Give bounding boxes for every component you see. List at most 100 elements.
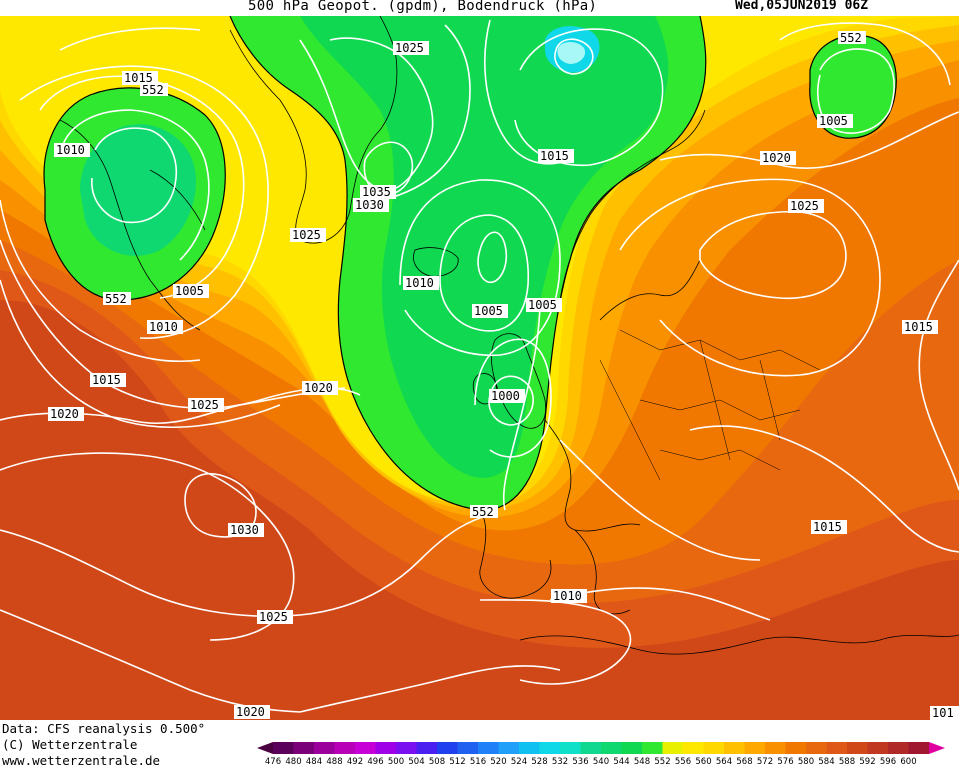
legend-tick-label: 600 bbox=[900, 757, 916, 767]
isobar-label-552-arctic: 552 bbox=[838, 31, 866, 45]
isobar-label-1030: 1030 bbox=[353, 198, 389, 212]
isobar-label-1005-norway: 1005 bbox=[526, 298, 562, 312]
svg-text:1025: 1025 bbox=[259, 610, 288, 624]
legend-swatch bbox=[601, 742, 622, 754]
legend-swatch bbox=[765, 742, 786, 754]
isobar-label-552-iberia: 552 bbox=[470, 505, 498, 519]
coast-iceland bbox=[413, 247, 459, 277]
isobar-label-1020-atlantic-bottom: 1020 bbox=[234, 705, 270, 719]
svg-text:1020: 1020 bbox=[304, 381, 333, 395]
coast-greenland bbox=[229, 16, 398, 244]
isobar-label-1010-canada-west: 1010 bbox=[54, 143, 90, 157]
isobar-label-552-canada-south: 552 bbox=[103, 292, 131, 306]
legend-tick-label: 512 bbox=[449, 757, 465, 767]
chart-timestamp: Wed,05JUN2019 06Z bbox=[735, 0, 869, 13]
isobar-label-1015-northsea: 1015 bbox=[538, 149, 574, 163]
isobar-label-101-edge: 101 bbox=[930, 706, 959, 720]
legend-tick-label: 572 bbox=[757, 757, 773, 767]
isobar-label-1025-atlantic-south: 1025 bbox=[257, 610, 293, 624]
legend-swatch bbox=[273, 742, 294, 754]
svg-text:1015: 1015 bbox=[124, 71, 153, 85]
svg-text:1015: 1015 bbox=[92, 373, 121, 387]
legend-swatch bbox=[785, 742, 806, 754]
legend-tick-label: 584 bbox=[818, 757, 834, 767]
legend-swatch bbox=[580, 742, 601, 754]
legend-low-arrow bbox=[257, 742, 273, 754]
isobar-label-1020-atlantic-west: 1020 bbox=[48, 407, 84, 421]
legend-tick-label: 532 bbox=[552, 757, 568, 767]
isobar-label-1035: 1035 bbox=[360, 185, 396, 199]
isobar-label-1030-azores: 1030 bbox=[228, 523, 264, 537]
isobar-labels: 1025 1015 552 1010 1035 1030 1025 1015 1… bbox=[48, 31, 959, 720]
legend-swatch bbox=[457, 742, 478, 754]
greenland-trough-inner bbox=[300, 16, 669, 478]
legend-swatch bbox=[375, 742, 396, 754]
legend-high-arrow bbox=[929, 742, 945, 754]
legend-swatch bbox=[396, 742, 417, 754]
legend-swatches bbox=[257, 742, 945, 754]
legend-swatch bbox=[847, 742, 868, 754]
coast-mediterranean bbox=[519, 634, 959, 655]
svg-text:552: 552 bbox=[840, 31, 862, 45]
legend-tick-label: 576 bbox=[777, 757, 793, 767]
legend-tick-label: 528 bbox=[531, 757, 547, 767]
isobar-label-1005-arctic: 1005 bbox=[817, 114, 853, 128]
legend-tick-label: 500 bbox=[388, 757, 404, 767]
isobar-label-1015-russia-east: 1015 bbox=[902, 320, 938, 334]
weather-map: 1025 1015 552 1010 1035 1030 1025 1015 1… bbox=[0, 16, 959, 720]
legend-swatch bbox=[888, 742, 909, 754]
legend-tick-label: 480 bbox=[285, 757, 301, 767]
legend-tick-label: 580 bbox=[798, 757, 814, 767]
legend-swatch bbox=[539, 742, 560, 754]
legend-tick-label: 508 bbox=[429, 757, 445, 767]
legend-swatch bbox=[806, 742, 827, 754]
legend-swatch bbox=[334, 742, 355, 754]
svg-text:1005: 1005 bbox=[528, 298, 557, 312]
isobar-label-1005-atlantic: 1005 bbox=[472, 304, 508, 318]
legend-swatch bbox=[355, 742, 376, 754]
isobar-label-1025-top: 1025 bbox=[393, 41, 429, 55]
isobar-label-1020-scandinavia: 1020 bbox=[760, 151, 796, 165]
legend-swatch bbox=[724, 742, 745, 754]
legend-swatch bbox=[519, 742, 540, 754]
isobar-label-1005-canada: 1005 bbox=[173, 284, 209, 298]
svg-text:1035: 1035 bbox=[362, 185, 391, 199]
low-height-areas bbox=[44, 16, 897, 511]
legend-swatch bbox=[416, 742, 437, 754]
svg-text:1020: 1020 bbox=[236, 705, 265, 719]
svg-text:1025: 1025 bbox=[790, 199, 819, 213]
color-legend: 476 480 484 488 492 496 500 504 508 512 516 520 524 5… bbox=[257, 742, 945, 767]
legend-swatch bbox=[744, 742, 765, 754]
svg-text:552: 552 bbox=[142, 83, 164, 97]
svg-text:1010: 1010 bbox=[149, 320, 178, 334]
legend-swatch bbox=[437, 742, 458, 754]
svg-text:101: 101 bbox=[932, 706, 954, 720]
chart-title: 500 hPa Geopot. (gpdm), Bodendruck (hPa) bbox=[248, 0, 598, 14]
legend-tick-label: 520 bbox=[490, 757, 506, 767]
svg-text:552: 552 bbox=[472, 505, 494, 519]
iceland-cyan-core bbox=[557, 42, 586, 64]
isobar-label-1020-atlantic-center: 1020 bbox=[302, 381, 338, 395]
svg-text:1020: 1020 bbox=[762, 151, 791, 165]
coast-iberia bbox=[479, 509, 552, 599]
data-source-label: Data: CFS reanalysis 0.500° bbox=[2, 721, 206, 736]
legend-swatch bbox=[867, 742, 888, 754]
legend-tick-label: 552 bbox=[654, 757, 670, 767]
svg-text:1010: 1010 bbox=[56, 143, 85, 157]
legend-tick-label: 548 bbox=[634, 757, 650, 767]
legend-swatch bbox=[683, 742, 704, 754]
coast-canada bbox=[59, 119, 206, 331]
canada-low-inner bbox=[80, 124, 196, 256]
legend-tick-label: 568 bbox=[736, 757, 752, 767]
svg-text:552: 552 bbox=[105, 292, 127, 306]
legend-tick-label: 536 bbox=[572, 757, 588, 767]
svg-text:1010: 1010 bbox=[553, 589, 582, 603]
coast-europe bbox=[544, 419, 641, 615]
svg-text:1000: 1000 bbox=[491, 389, 520, 403]
isobar-label-1015-atlantic-west: 1015 bbox=[90, 373, 126, 387]
isobar-label-1025-atlantic: 1025 bbox=[188, 398, 224, 412]
legend-swatch bbox=[621, 742, 642, 754]
svg-text:1025: 1025 bbox=[395, 41, 424, 55]
svg-text:1020: 1020 bbox=[50, 407, 79, 421]
legend-swatch bbox=[662, 742, 683, 754]
